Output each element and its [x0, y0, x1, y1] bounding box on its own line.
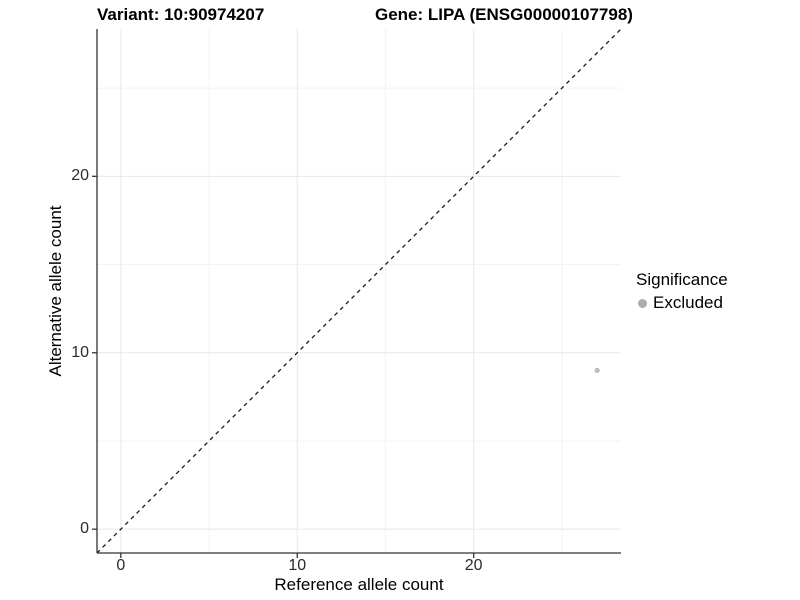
- variant-title: Variant: 10:90974207: [97, 5, 265, 24]
- gene-title: Gene: LIPA (ENSG00000107798): [375, 5, 633, 24]
- x-tick-label: 0: [116, 557, 126, 574]
- excluded-point-icon: [638, 298, 647, 308]
- y-axis-title: Alternative allele count: [46, 205, 65, 377]
- legend: Significance Excluded: [636, 270, 728, 313]
- legend-item-excluded: Excluded: [636, 293, 728, 313]
- x-tick-label: 10: [288, 557, 307, 574]
- legend-title: Significance: [636, 270, 728, 289]
- plot-panel: [92, 28, 622, 558]
- x-tick-label: 20: [464, 557, 483, 574]
- data-point: [594, 367, 600, 373]
- identity-dashed-line: [96, 28, 622, 554]
- y-tick-label: 0: [80, 520, 89, 538]
- y-tick-label: 10: [71, 343, 89, 361]
- y-tick-label: 20: [71, 167, 89, 185]
- x-axis-title: Reference allele count: [274, 575, 444, 594]
- legend-item-label: Excluded: [653, 293, 723, 312]
